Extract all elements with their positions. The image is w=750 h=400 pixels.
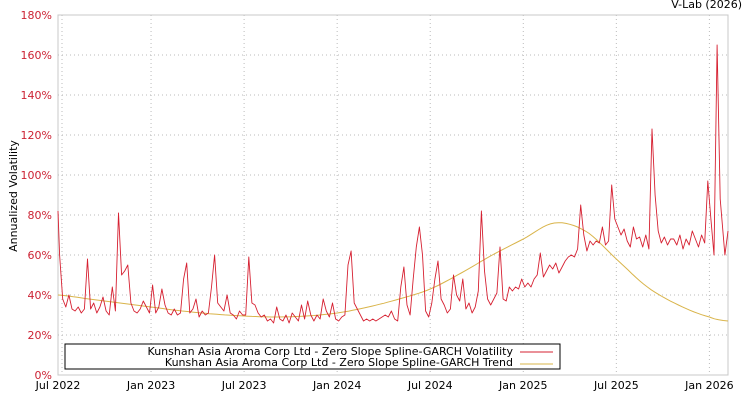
x-tick-label: Jul 2024 — [407, 379, 453, 392]
x-tick-label: Jan 2026 — [684, 379, 733, 392]
x-tick-label: Jul 2022 — [35, 379, 81, 392]
y-tick-label: 0% — [35, 369, 52, 382]
x-tick-label: Jul 2025 — [593, 379, 639, 392]
trend-line — [57, 222, 729, 322]
x-tick-label: Jan 2023 — [126, 379, 175, 392]
plot-frame — [57, 14, 729, 376]
y-tick-label: 100% — [21, 169, 52, 182]
y-tick-label: 60% — [28, 249, 52, 262]
legend-label-volatility: Kunshan Asia Aroma Corp Ltd - Zero Slope… — [148, 345, 514, 358]
legend-box — [64, 343, 561, 370]
chart-credit: V-Lab (2026) — [671, 0, 742, 11]
legend: Kunshan Asia Aroma Corp Ltd - Zero Slope… — [64, 343, 561, 370]
x-axis-ticks: Jul 2022 Jan 2023 Jul 2023 Jan 2024 Jul 2024… — [35, 379, 734, 392]
y-axis-label: Annualized Volatility — [7, 140, 20, 252]
y-tick-label: 120% — [21, 129, 52, 142]
y-axis-ticks: 0% 20% 40% 60% 80% 100% 120% 140% 160% 180% — [21, 9, 52, 382]
x-tick-label: Jan 2025 — [498, 379, 547, 392]
y-tick-label: 180% — [21, 9, 52, 22]
x-tick-label: Jul 2023 — [221, 379, 267, 392]
y-tick-label: 160% — [21, 49, 52, 62]
x-tick-label: Jan 2024 — [312, 379, 361, 392]
volatility-line — [57, 44, 729, 324]
y-tick-label: 80% — [28, 209, 52, 222]
grid-lines — [58, 15, 728, 375]
legend-label-trend: Kunshan Asia Aroma Corp Ltd - Zero Slope… — [165, 356, 513, 369]
y-tick-label: 40% — [28, 289, 52, 302]
y-tick-label: 20% — [28, 329, 52, 342]
y-tick-label: 140% — [21, 89, 52, 102]
